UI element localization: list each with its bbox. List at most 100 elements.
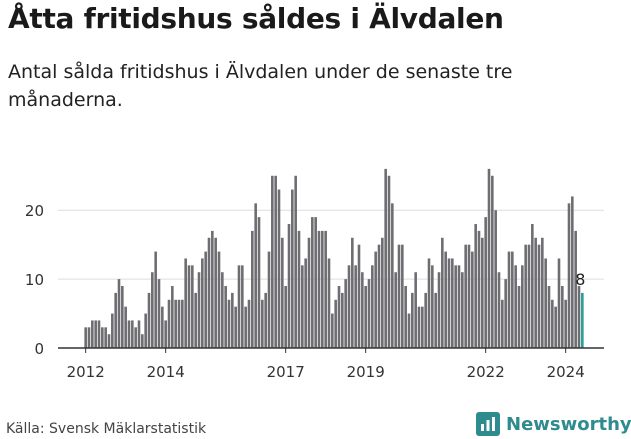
bar — [147, 292, 151, 348]
bar — [451, 258, 454, 348]
bar — [364, 286, 367, 348]
bar — [124, 306, 127, 348]
bar — [114, 292, 117, 348]
bar — [491, 175, 494, 348]
bar — [334, 299, 337, 348]
bar — [427, 258, 431, 348]
bar — [437, 272, 441, 348]
bar — [487, 168, 491, 348]
chart-title: Åtta fritidshus såldes i Älvdalen — [8, 2, 504, 35]
bar — [567, 203, 571, 348]
bar — [91, 320, 94, 348]
bar — [447, 258, 451, 348]
bar — [431, 265, 434, 348]
bar — [287, 224, 291, 348]
x-tick-label: 2017 — [267, 363, 305, 381]
bar — [157, 279, 161, 348]
bar — [571, 196, 574, 348]
bar — [384, 168, 387, 348]
bar — [301, 265, 304, 348]
bar — [274, 175, 277, 348]
bar — [544, 258, 547, 348]
bar — [374, 251, 377, 348]
bar — [404, 286, 407, 348]
bar — [394, 272, 397, 348]
bar — [177, 299, 181, 348]
bar — [397, 244, 401, 348]
source-note: Källa: Svensk Mäklarstatistik — [6, 421, 207, 437]
x-tick-label: 2012 — [67, 363, 105, 381]
bar — [357, 244, 361, 348]
bar — [444, 251, 447, 348]
bar — [191, 265, 194, 348]
bar — [281, 237, 284, 348]
bar — [391, 203, 394, 348]
bar — [337, 286, 341, 348]
bar — [141, 334, 144, 348]
bar — [267, 251, 271, 348]
bar — [494, 210, 497, 348]
bar — [291, 189, 294, 348]
bar — [351, 237, 354, 348]
bar — [541, 237, 544, 348]
bar — [434, 292, 437, 348]
bar-chart: 0 10 20 2012 2014 2017 2019 2022 2024 8 — [25, 168, 604, 381]
bar — [507, 251, 511, 348]
bar — [134, 327, 137, 348]
bar — [94, 320, 97, 348]
x-tick-label: 2014 — [147, 363, 185, 381]
bar — [331, 313, 334, 348]
bar — [271, 175, 274, 348]
bar — [341, 292, 344, 348]
bar — [174, 299, 177, 348]
bar — [347, 265, 351, 348]
bar — [87, 327, 91, 348]
bar — [201, 258, 204, 348]
bar — [207, 237, 211, 348]
y-tick-label: 20 — [25, 202, 44, 220]
bar — [161, 306, 164, 348]
bar — [497, 272, 501, 348]
bar — [234, 306, 237, 348]
bar — [537, 244, 541, 348]
bar — [241, 265, 244, 348]
newsworthy-icon — [476, 412, 500, 436]
bar — [521, 265, 524, 348]
bar — [344, 279, 347, 348]
bar — [481, 237, 484, 348]
bar — [467, 244, 471, 348]
bar — [121, 286, 124, 348]
bar — [321, 230, 324, 348]
bar — [117, 279, 121, 348]
bar — [227, 299, 231, 348]
bar — [164, 320, 167, 348]
bar — [441, 237, 444, 348]
x-tick-label: 2022 — [467, 363, 505, 381]
bar — [371, 265, 374, 348]
bar — [534, 237, 537, 348]
bar — [184, 258, 187, 348]
bar — [131, 320, 134, 348]
bar — [501, 299, 504, 348]
bar — [551, 299, 554, 348]
bar — [211, 230, 214, 348]
bar — [504, 279, 507, 348]
bar — [474, 224, 477, 348]
bar — [304, 258, 307, 348]
bar — [511, 251, 514, 348]
newsworthy-logo[interactable]: Newsworthy — [476, 409, 631, 439]
bar — [97, 320, 101, 348]
bar — [531, 224, 534, 348]
bar — [317, 230, 321, 348]
bar — [367, 279, 371, 348]
bar — [277, 189, 281, 348]
bar — [411, 292, 414, 348]
bar — [417, 306, 421, 348]
chart-subtitle: Antal sålda fritidshus i Älvdalen under … — [8, 61, 513, 111]
bar — [264, 292, 267, 348]
bar — [424, 292, 427, 348]
bar — [237, 265, 241, 348]
bar — [527, 244, 531, 348]
bar — [461, 272, 464, 348]
bar — [564, 299, 567, 348]
